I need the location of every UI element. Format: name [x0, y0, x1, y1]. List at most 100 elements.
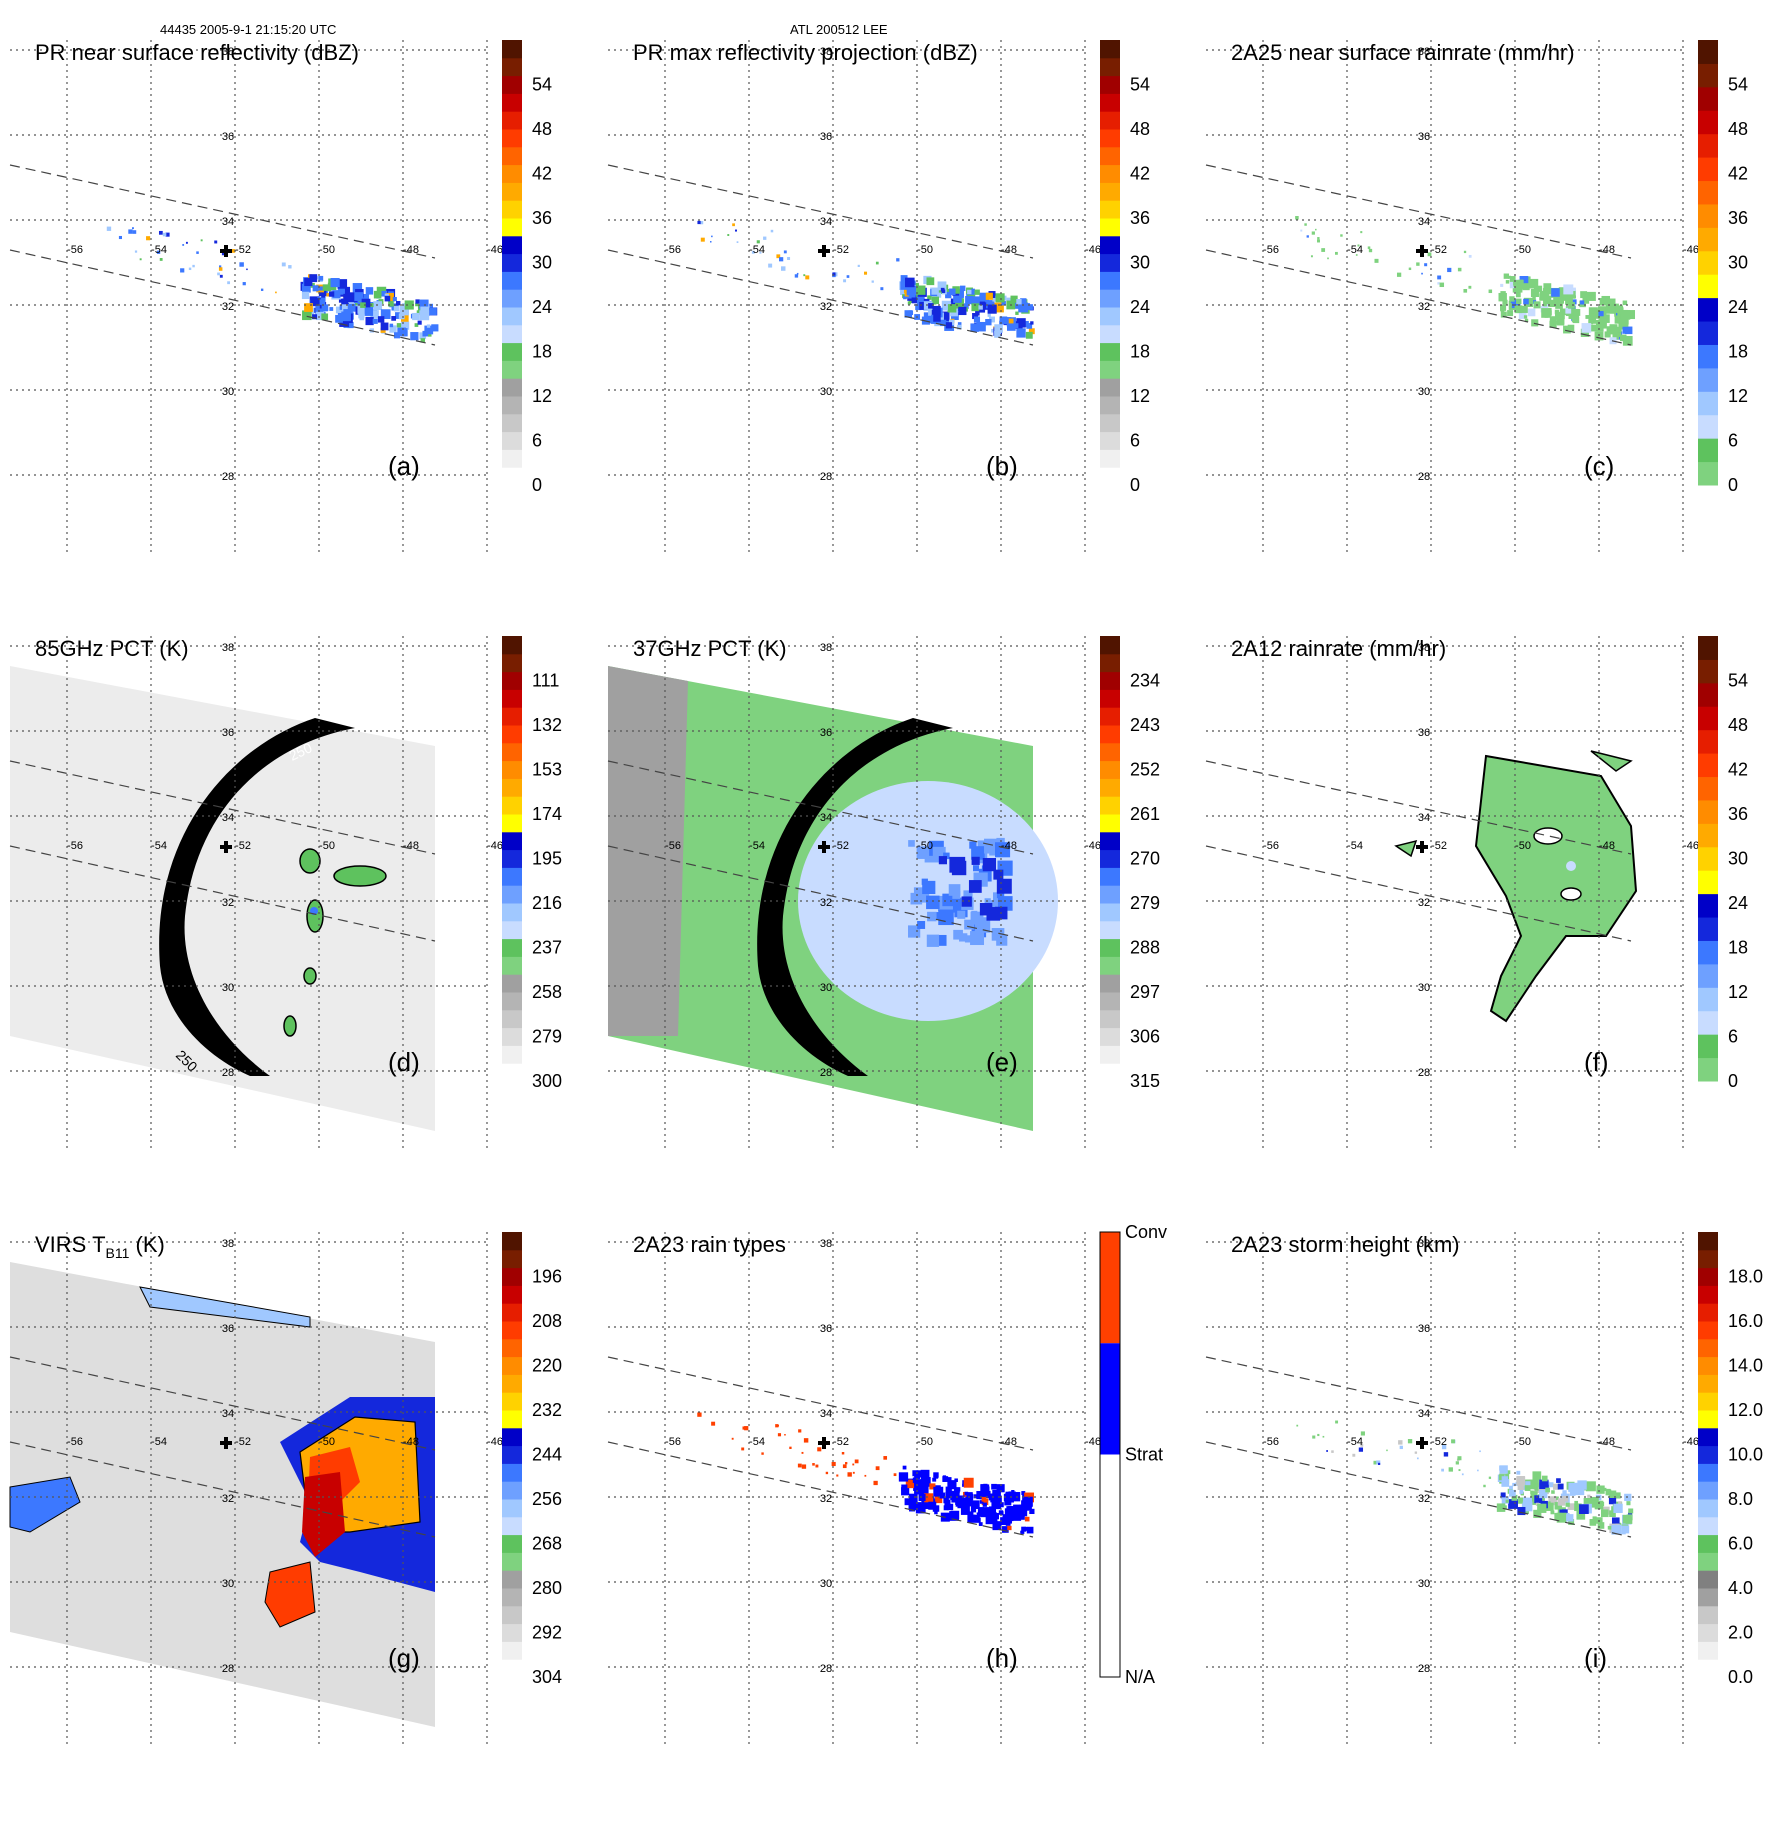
colorbar-tick-label: 24	[1728, 297, 1748, 317]
colorbar-swatch	[502, 1285, 522, 1304]
cold-cloud-area	[9, 1476, 81, 1533]
echo-pixel	[992, 1521, 1002, 1531]
colorbar-swatch	[1698, 1570, 1718, 1589]
echo-pixel	[803, 1438, 809, 1443]
colorbar-swatch	[502, 1463, 522, 1482]
echo-pixel	[1580, 300, 1585, 305]
panel-a: 38 36 34 32 30 28 -56 -54 -52 -50 -48 -46 PR near su…	[9, 40, 600, 640]
echo-pixel	[1468, 254, 1472, 258]
colorbar-swatch	[502, 1481, 522, 1500]
colorbar-tick-label: 280	[532, 1578, 562, 1598]
echo-pixel	[1574, 1485, 1585, 1496]
echo-pixel	[967, 1514, 976, 1523]
colorbar-swatch	[1698, 1516, 1718, 1536]
echo-pixel	[1457, 1456, 1462, 1461]
echo-pixel	[302, 310, 312, 321]
echo-pixel	[1311, 231, 1315, 235]
echo-pixel	[1020, 298, 1027, 305]
echo-pixel	[977, 1507, 985, 1514]
colorbar-swatch	[1698, 1605, 1718, 1625]
lat-label: 30	[820, 982, 832, 994]
echo-pixel	[1597, 1522, 1605, 1529]
title-units: (K)	[129, 1232, 164, 1257]
echo-pixel	[779, 257, 784, 262]
echo-pixel	[1606, 1488, 1611, 1494]
echo-pixel	[1399, 1445, 1403, 1450]
echo-pixel	[335, 314, 343, 323]
lon-label: -52	[1431, 244, 1447, 256]
echo-pixel	[416, 310, 422, 315]
echo-pixel	[1528, 1479, 1539, 1490]
swath-edge-north	[9, 1356, 436, 1451]
echo-pixel	[982, 1502, 987, 1507]
lon-label: -50	[917, 1436, 933, 1448]
echo-pixel	[975, 1517, 981, 1523]
colorbar-swatch	[502, 1605, 522, 1625]
colorbar-swatch	[1100, 938, 1120, 957]
scattering-pixel	[938, 909, 954, 926]
echo-pixel	[427, 333, 432, 337]
echo-pixel	[940, 287, 945, 292]
colorbar-swatch	[502, 1570, 522, 1589]
lat-label: 34	[1418, 216, 1430, 228]
colorbar-swatch	[1100, 814, 1120, 833]
echo-pixel	[955, 301, 963, 309]
echo-pixel	[836, 1474, 839, 1477]
colorbar-swatch	[1698, 682, 1718, 707]
scattering-core-pixel	[979, 903, 993, 916]
colorbar-swatch	[502, 849, 522, 868]
echo-pixel	[1007, 322, 1016, 331]
colorbar-tick-label: 270	[1130, 849, 1160, 869]
echo-pixel	[916, 285, 926, 295]
echo-pixel	[1567, 291, 1576, 299]
echo-pixel	[1016, 299, 1022, 305]
colorbar-swatch	[1698, 1588, 1718, 1607]
colorbar-tick-label: 304	[532, 1667, 562, 1687]
colorbar-swatch	[1698, 180, 1718, 205]
echo-pixel	[1537, 1503, 1547, 1513]
lat-label: 36	[1418, 1323, 1430, 1335]
colorbar-swatch	[502, 1267, 522, 1286]
lat-label: 34	[820, 1408, 832, 1420]
colorbar-swatch	[1100, 992, 1120, 1011]
echo-pixel	[304, 277, 313, 287]
echo-pixel	[1534, 1483, 1539, 1488]
echo-pixel	[347, 303, 356, 312]
echo-pixel	[1621, 1525, 1630, 1534]
echo-pixel	[973, 1494, 978, 1499]
scattering-pixel	[952, 890, 961, 899]
scattering-pixel	[974, 917, 991, 933]
echo-pixel	[971, 1502, 978, 1509]
lon-label: -48	[1599, 840, 1615, 852]
echo-pixel	[1588, 319, 1594, 325]
colorbar-swatch	[1698, 203, 1718, 228]
echo-pixel	[1463, 288, 1468, 293]
echo-pixel	[960, 285, 966, 292]
echo-pixel	[118, 235, 123, 240]
echo-pixel	[1517, 1506, 1526, 1516]
echo-pixel	[967, 289, 972, 295]
colorbar-swatch	[1698, 1659, 1718, 1678]
scattering-pixel	[943, 852, 950, 860]
echo-pixel	[770, 229, 774, 233]
colorbar-swatch	[1698, 636, 1718, 660]
lon-label: -50	[1515, 1436, 1531, 1448]
echo-pixel	[1566, 1514, 1574, 1522]
echo-pixel	[775, 1424, 779, 1428]
panel-b: 38 36 34 32 30 28 -56 -54 -52 -50 -48 -46 PR max ref…	[607, 40, 1198, 640]
echo-pixel	[1451, 1439, 1456, 1444]
colorbar-swatch	[1698, 1356, 1718, 1375]
echo-pixel	[905, 1479, 915, 1489]
echo-pixel	[985, 318, 992, 326]
echo-pixel	[389, 325, 397, 333]
lon-label: -48	[1599, 1436, 1615, 1448]
lat-label: 32	[820, 301, 832, 313]
echo-pixel	[393, 306, 400, 312]
echo-pixel	[1519, 275, 1529, 285]
lat-label: 38	[1418, 642, 1430, 654]
colorbar-tick-label: 12.0	[1728, 1400, 1763, 1420]
rain-area-contour	[1394, 839, 1418, 858]
rain-area-contour	[1474, 754, 1638, 1023]
colorbar-swatch	[502, 974, 522, 993]
echo-pixel	[1477, 1469, 1479, 1472]
